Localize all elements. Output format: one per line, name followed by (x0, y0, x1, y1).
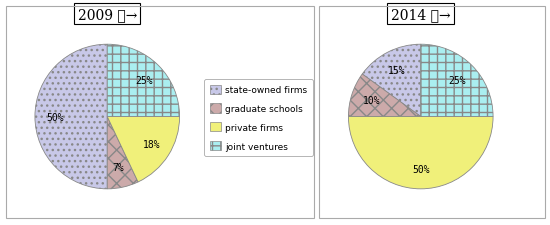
Legend: state-owned firms, graduate schools, private firms, joint ventures: state-owned firms, graduate schools, pri… (205, 80, 312, 156)
Text: 15%: 15% (388, 66, 406, 76)
Wedge shape (421, 45, 493, 117)
Text: 50%: 50% (412, 164, 430, 174)
Text: 25%: 25% (449, 75, 466, 85)
Text: 10%: 10% (362, 96, 380, 106)
Text: 25%: 25% (135, 75, 153, 85)
Text: 18%: 18% (142, 140, 160, 150)
Title: 2009 年→: 2009 年→ (78, 8, 137, 22)
Wedge shape (107, 117, 179, 182)
Wedge shape (349, 75, 421, 117)
Wedge shape (349, 117, 493, 189)
Text: 50%: 50% (46, 112, 64, 122)
Wedge shape (362, 45, 421, 117)
Text: 7%: 7% (113, 163, 124, 173)
Wedge shape (35, 45, 107, 189)
Wedge shape (107, 45, 179, 117)
Wedge shape (107, 117, 138, 189)
Title: 2014 年→: 2014 年→ (391, 8, 450, 22)
